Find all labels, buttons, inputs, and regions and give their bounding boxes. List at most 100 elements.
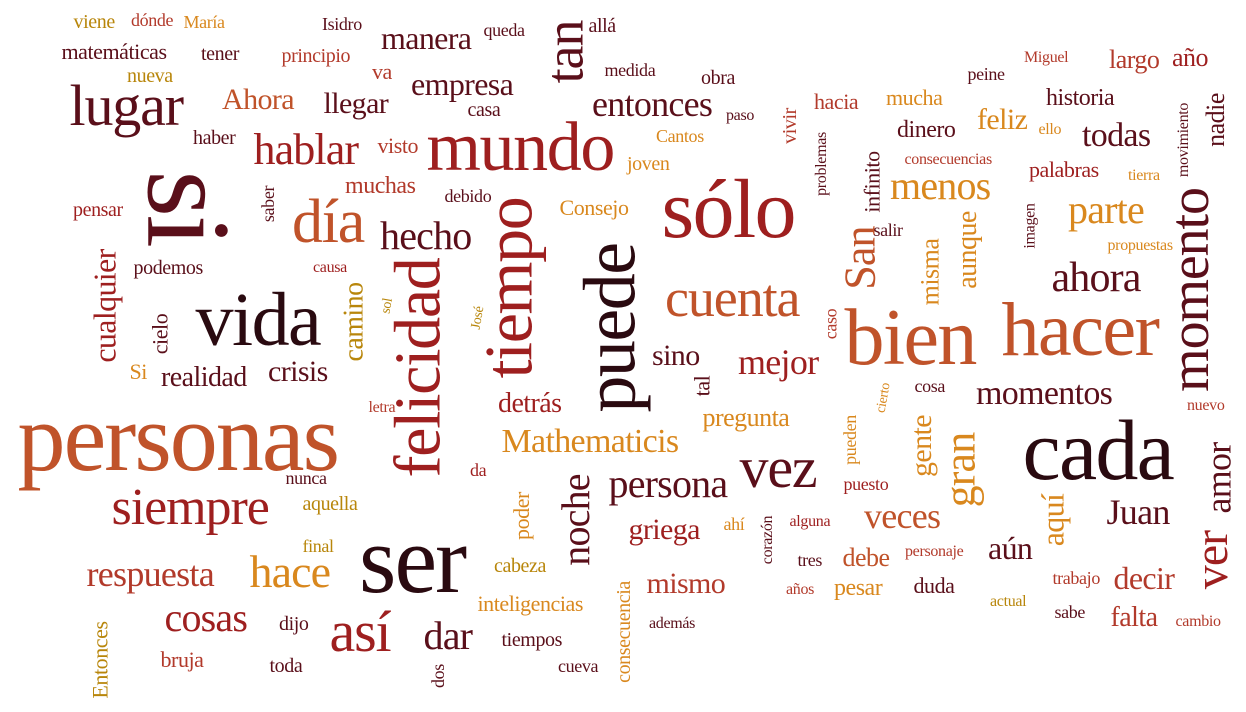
cloud-word: propuestas	[1107, 237, 1174, 254]
cloud-word: decir	[1113, 560, 1175, 596]
cloud-word: falta	[1110, 602, 1159, 633]
cloud-word: nadie	[1200, 93, 1230, 147]
cloud-word: Si	[129, 359, 148, 384]
cloud-word: además	[649, 615, 696, 632]
cloud-word: así	[329, 599, 392, 664]
cloud-word: cuenta	[665, 268, 801, 328]
cloud-word: sol	[378, 296, 396, 315]
cloud-word: feliz	[977, 103, 1028, 136]
cloud-word: manera	[381, 20, 472, 56]
cloud-word: noche	[552, 474, 598, 566]
cloud-word: toda	[269, 655, 303, 677]
cloud-word: ahora	[1051, 255, 1142, 301]
cloud-word: respuesta	[86, 554, 215, 594]
cloud-word: problemas	[812, 132, 830, 196]
cloud-word: puesto	[843, 474, 889, 494]
cloud-word: realidad	[161, 362, 247, 393]
cloud-word: inteligencias	[477, 591, 584, 616]
cloud-word: vida	[195, 278, 322, 362]
cloud-word: Entonces	[87, 621, 113, 699]
cloud-word: dinero	[897, 117, 956, 143]
cloud-word: Isidro	[322, 14, 362, 34]
cloud-word: consecuencia	[612, 581, 635, 683]
cloud-word: bruja	[160, 647, 204, 672]
cloud-word: peine	[967, 64, 1006, 84]
cloud-word: ver	[1185, 530, 1239, 590]
cloud-word: cielo	[146, 313, 172, 355]
cloud-word: siempre	[111, 479, 270, 536]
cloud-word: persona	[608, 461, 729, 506]
cloud-word: pensar	[73, 199, 123, 221]
cloud-word: obra	[701, 67, 735, 89]
cloud-word: pueden	[839, 415, 860, 465]
cloud-word: alguna	[789, 513, 831, 530]
cloud-word: consecuencias	[904, 151, 993, 168]
cloud-word: actual	[990, 593, 1027, 610]
cloud-word: menos	[890, 163, 991, 208]
cloud-word: causa	[313, 259, 347, 276]
cloud-word: llegar	[323, 87, 389, 120]
cloud-word: pesar	[834, 575, 883, 601]
cloud-word: tres	[797, 550, 823, 570]
cloud-word: poder	[508, 492, 534, 540]
cloud-word: hablar	[253, 125, 360, 174]
cloud-word: todas	[1082, 117, 1151, 154]
cloud-word: principio	[281, 45, 351, 67]
cloud-word: cualquier	[86, 249, 123, 363]
cloud-word: años	[786, 581, 815, 598]
cloud-word: haber	[193, 127, 236, 149]
cloud-word: muchas	[345, 173, 416, 199]
cloud-word: empresa	[411, 66, 514, 102]
cloud-word: dijo	[279, 613, 309, 635]
cloud-word: hacer	[1001, 288, 1160, 372]
cloud-word: sólo	[661, 163, 797, 256]
cloud-word: dar	[423, 613, 473, 658]
cloud-word: mundo	[426, 109, 616, 186]
cloud-word: gran	[934, 432, 984, 508]
cloud-word: María	[183, 12, 226, 32]
cloud-word: movimiento	[1175, 102, 1193, 178]
cloud-word: matemáticas	[61, 39, 168, 64]
cloud-word: felicidad	[381, 258, 454, 478]
cloud-word: momento	[1158, 188, 1221, 392]
cloud-word: si	[122, 170, 256, 246]
cloud-word: día	[292, 188, 365, 256]
cloud-word: Cantos	[656, 126, 704, 146]
cloud-word: griega	[628, 513, 701, 546]
cloud-word: amor	[1198, 442, 1239, 514]
cloud-word: duda	[913, 573, 955, 598]
cloud-word: podemos	[133, 257, 204, 279]
cloud-word: dos	[427, 664, 448, 688]
cloud-word: caso	[819, 308, 840, 340]
cloud-word: ello	[1038, 121, 1062, 138]
cloud-word: detrás	[498, 388, 562, 419]
cloud-word: crisis	[268, 355, 328, 388]
cloud-word: aunque	[951, 211, 983, 289]
cloud-word: largo	[1109, 45, 1160, 74]
cloud-word: hecho	[380, 213, 472, 258]
cloud-word: entonces	[592, 84, 713, 124]
cloud-word: nuevo	[1187, 397, 1225, 414]
cloud-word: debido	[444, 186, 492, 206]
cloud-word: mismo	[646, 567, 726, 600]
cloud-word: trabajo	[1052, 568, 1101, 588]
cloud-word: va	[372, 59, 392, 84]
cloud-word: veces	[864, 496, 941, 536]
cloud-word: parte	[1068, 187, 1145, 232]
cloud-word: Ahora	[222, 83, 295, 116]
cloud-word: ser	[359, 506, 467, 613]
cloud-word: Mathematicis	[501, 423, 680, 460]
cloud-word: nueva	[127, 65, 173, 87]
cloud-word: joven	[627, 153, 670, 175]
cloud-word: tiempos	[501, 629, 563, 651]
cloud-word: lugar	[69, 73, 185, 138]
cloud-word: cierto	[873, 381, 894, 415]
cloud-word: dónde	[131, 10, 174, 30]
cloud-word: da	[470, 460, 487, 480]
cloud-word: momentos	[976, 375, 1113, 412]
cloud-word: cosa	[914, 376, 946, 396]
cloud-word: Miguel	[1024, 49, 1069, 66]
cloud-word: cabeza	[494, 555, 546, 577]
cloud-word: tierra	[1128, 167, 1160, 184]
